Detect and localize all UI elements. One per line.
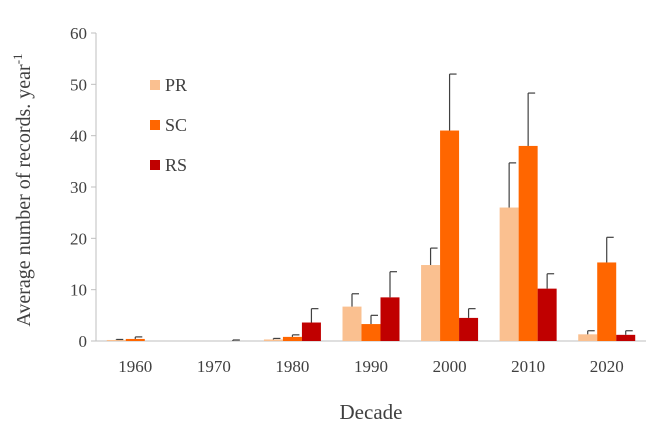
x-tick-label: 2010 [511, 357, 545, 376]
legend-swatch-rs [150, 160, 160, 170]
y-tick-label: 0 [79, 332, 88, 351]
legend-swatch-sc [150, 120, 160, 130]
y-tick-label: 40 [70, 127, 87, 146]
x-tick-label: 1970 [197, 357, 231, 376]
bar-sc [440, 130, 460, 341]
axes: 0 10 20 30 40 50 60 1960 1970 1980 1990 2000 2010 202… [70, 24, 646, 376]
bar-pr [421, 265, 441, 341]
bar-pr [499, 207, 519, 341]
error-bars [115, 73, 633, 341]
legend-swatch-pr [150, 80, 160, 90]
bar-rs [616, 334, 636, 341]
bar-rs [380, 297, 400, 341]
y-axis-label-superscript: -1 [10, 53, 25, 64]
x-tick-label: 1980 [275, 357, 309, 376]
y-axis-label: Average number of records. year-1 [10, 53, 35, 326]
bar-rs [537, 288, 557, 341]
legend-label-pr: PR [165, 75, 187, 95]
bar-rs [301, 322, 321, 341]
y-tick-label: 30 [70, 178, 87, 197]
y-tick-label: 20 [70, 229, 87, 248]
y-tick-label: 60 [70, 24, 87, 43]
bar-sc [518, 145, 538, 341]
bar-pr [342, 306, 362, 341]
x-tick-label: 2000 [433, 357, 467, 376]
bar-pr [578, 334, 598, 341]
bar-sc [125, 338, 145, 341]
bar-sc [282, 336, 302, 341]
bar-rs [459, 317, 479, 341]
y-tick-label: 50 [70, 75, 87, 94]
bar-sc [597, 262, 617, 341]
x-tick-label: 2020 [590, 357, 624, 376]
x-tick-label: 1960 [118, 357, 152, 376]
bars [106, 130, 636, 341]
legend-label-rs: RS [165, 155, 187, 175]
legend-label-sc: SC [165, 115, 187, 135]
x-tick-label: 1990 [354, 357, 388, 376]
bar-pr [263, 339, 283, 341]
bar-pr [106, 339, 126, 341]
x-axis-label: Decade [340, 400, 403, 424]
y-tick-label: 10 [70, 281, 87, 300]
legend: PR SC RS [150, 75, 187, 175]
bar-sc [361, 324, 381, 341]
